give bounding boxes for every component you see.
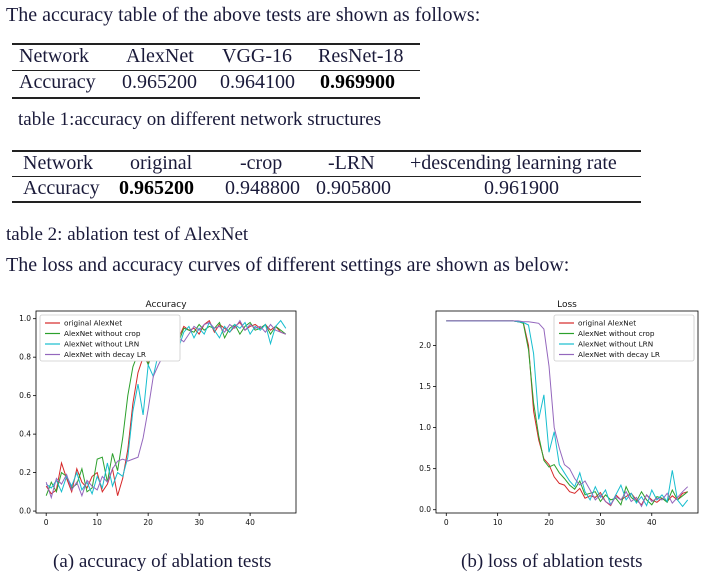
table-cell: 0.961900 — [484, 177, 559, 199]
x-tick-label: 0 — [44, 518, 49, 527]
table-cell: Accuracy — [19, 71, 96, 93]
table-cell-best: 0.965200 — [119, 177, 194, 199]
table-cell-best: 0.969900 — [320, 71, 395, 93]
y-tick-label: 0.6 — [19, 391, 31, 400]
table-rule — [12, 150, 641, 152]
x-tick-label: 40 — [647, 518, 657, 527]
legend-label: AlexNet with decay LR — [578, 350, 660, 359]
intro-paragraph: The accuracy table of the above tests ar… — [6, 4, 481, 26]
legend-box — [39, 314, 181, 362]
x-tick-label: 30 — [596, 518, 606, 527]
plot-frame — [435, 310, 699, 514]
legend-label: AlexNet without crop — [64, 329, 141, 338]
figure-caption-a: (a) accuracy of ablation tests — [53, 551, 272, 572]
x-tick-label: 40 — [245, 518, 255, 527]
y-tick-label: 1.0 — [19, 314, 31, 323]
y-tick-label: 1.0 — [419, 423, 431, 432]
table-header-cell: Network — [19, 45, 89, 67]
table-header-cell: -crop — [240, 152, 283, 174]
y-tick-label: 0.8 — [19, 353, 31, 362]
series-line — [446, 320, 689, 508]
x-tick-label: 0 — [444, 518, 449, 527]
x-tick-label: 10 — [92, 518, 102, 527]
y-tick-label: 1.5 — [419, 382, 431, 391]
chart-title: Accuracy — [145, 300, 187, 310]
table-cell: 0.905800 — [316, 177, 391, 199]
chart-title: Loss — [557, 300, 577, 310]
table-rule — [12, 201, 641, 203]
y-tick-label: 0.2 — [19, 468, 31, 477]
table-rule — [12, 43, 420, 45]
table-header-cell: VGG-16 — [222, 45, 292, 67]
x-tick-label: 20 — [544, 518, 554, 527]
loss-chart: Loss 0 10 20 30 40 0.0 0.5 1.0 1.5 2.0 original Ale… — [419, 300, 699, 527]
y-tick-label: 0.4 — [19, 430, 31, 439]
legend-label: original AlexNet — [578, 319, 636, 328]
table-cell: Accuracy — [23, 177, 100, 199]
legend-label: AlexNet without LRN — [64, 340, 139, 349]
table-cell: 0.964100 — [220, 71, 295, 93]
legend-label: AlexNet without LRN — [578, 340, 653, 349]
curves-intro-paragraph: The loss and accuracy curves of differen… — [6, 254, 570, 276]
accuracy-chart: Accuracy 0 10 20 30 40 0.0 0.2 0.4 0.6 0.8 1.0 origi… — [19, 300, 297, 527]
table-2-caption: table 2: ablation test of AlexNet — [6, 224, 249, 245]
legend-box — [553, 314, 695, 362]
table-header-cell: ResNet-18 — [318, 45, 404, 67]
table-header-cell: Network — [23, 152, 93, 174]
table-header-cell: original — [130, 152, 193, 174]
table-header-cell: AlexNet — [126, 45, 194, 67]
y-tick-label: 2.0 — [419, 341, 431, 350]
legend-label: AlexNet with decay LR — [64, 350, 146, 359]
legend-label: original AlexNet — [64, 319, 122, 328]
y-tick-label: 0.0 — [19, 507, 31, 516]
x-tick-label: 30 — [194, 518, 204, 527]
table-rule — [12, 176, 641, 177]
table-rule — [12, 70, 420, 71]
table-cell: 0.948800 — [225, 177, 300, 199]
y-tick-label: 0.5 — [419, 464, 431, 473]
table-1-caption: table 1:accuracy on different network st… — [18, 109, 382, 130]
legend-label: AlexNet without crop — [578, 329, 655, 338]
plot-frame — [35, 310, 297, 514]
x-tick-label: 20 — [143, 518, 153, 527]
table-header-cell: +descending learning rate — [410, 152, 617, 174]
table-header-cell: -LRN — [328, 152, 375, 174]
y-tick-label: 0.0 — [419, 505, 431, 514]
figure-caption-b: (b) loss of ablation tests — [461, 551, 643, 572]
x-tick-label: 10 — [493, 518, 503, 527]
table-cell: 0.965200 — [122, 71, 197, 93]
table-rule — [12, 97, 420, 99]
